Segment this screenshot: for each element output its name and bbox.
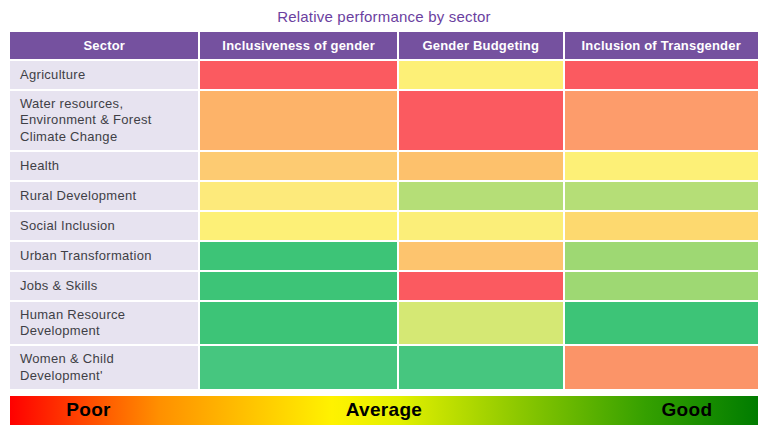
page-title: Relative performance by sector bbox=[10, 0, 758, 32]
performance-cell bbox=[565, 242, 758, 270]
sector-label: Health bbox=[10, 152, 198, 180]
sector-label: Human Resource Development bbox=[10, 302, 198, 345]
performance-cell bbox=[399, 272, 563, 300]
performance-cell bbox=[565, 152, 758, 180]
legend-label-poor: Poor bbox=[66, 399, 110, 421]
performance-cell bbox=[399, 346, 563, 389]
performance-cell bbox=[399, 302, 563, 345]
performance-cell bbox=[399, 212, 563, 240]
performance-cell bbox=[565, 182, 758, 210]
sector-label: Agriculture bbox=[10, 61, 198, 89]
performance-cell bbox=[399, 152, 563, 180]
performance-cell bbox=[200, 346, 396, 389]
performance-cell bbox=[200, 272, 396, 300]
performance-table: Sector Inclusiveness of gender Gender Bu… bbox=[10, 32, 758, 389]
performance-cell bbox=[399, 182, 563, 210]
performance-cell bbox=[200, 61, 396, 89]
performance-cell bbox=[399, 242, 563, 270]
sector-label: Water resources, Environment & Forest Cl… bbox=[10, 91, 198, 150]
performance-cell bbox=[200, 242, 396, 270]
legend-gradient-bar: Poor Average Good bbox=[10, 396, 758, 425]
performance-cell bbox=[200, 182, 396, 210]
column-header-sector: Sector bbox=[10, 32, 198, 59]
sector-label: Social Inclusion bbox=[10, 212, 198, 240]
performance-cell bbox=[565, 272, 758, 300]
legend-label-good: Good bbox=[662, 399, 713, 421]
sector-label: Jobs & Skills bbox=[10, 272, 198, 300]
performance-cell bbox=[565, 212, 758, 240]
sector-label: Urban Transformation bbox=[10, 242, 198, 270]
performance-cell bbox=[200, 91, 396, 150]
performance-cell bbox=[565, 302, 758, 345]
column-header-inclusion-of-transgender: Inclusion of Transgender bbox=[565, 32, 758, 59]
performance-cell bbox=[200, 212, 396, 240]
performance-cell bbox=[565, 346, 758, 389]
report-page: Relative performance by sector Sector In… bbox=[0, 0, 768, 440]
performance-cell bbox=[200, 302, 396, 345]
legend-label-average: Average bbox=[346, 399, 422, 421]
performance-cell bbox=[565, 91, 758, 150]
performance-cell bbox=[399, 91, 563, 150]
performance-cell bbox=[565, 61, 758, 89]
column-header-gender-budgeting: Gender Budgeting bbox=[399, 32, 563, 59]
sector-label: Rural Development bbox=[10, 182, 198, 210]
column-header-inclusiveness-of-gender: Inclusiveness of gender bbox=[200, 32, 396, 59]
performance-cell bbox=[200, 152, 396, 180]
sector-label: Women & Child Development' bbox=[10, 346, 198, 389]
performance-cell bbox=[399, 61, 563, 89]
